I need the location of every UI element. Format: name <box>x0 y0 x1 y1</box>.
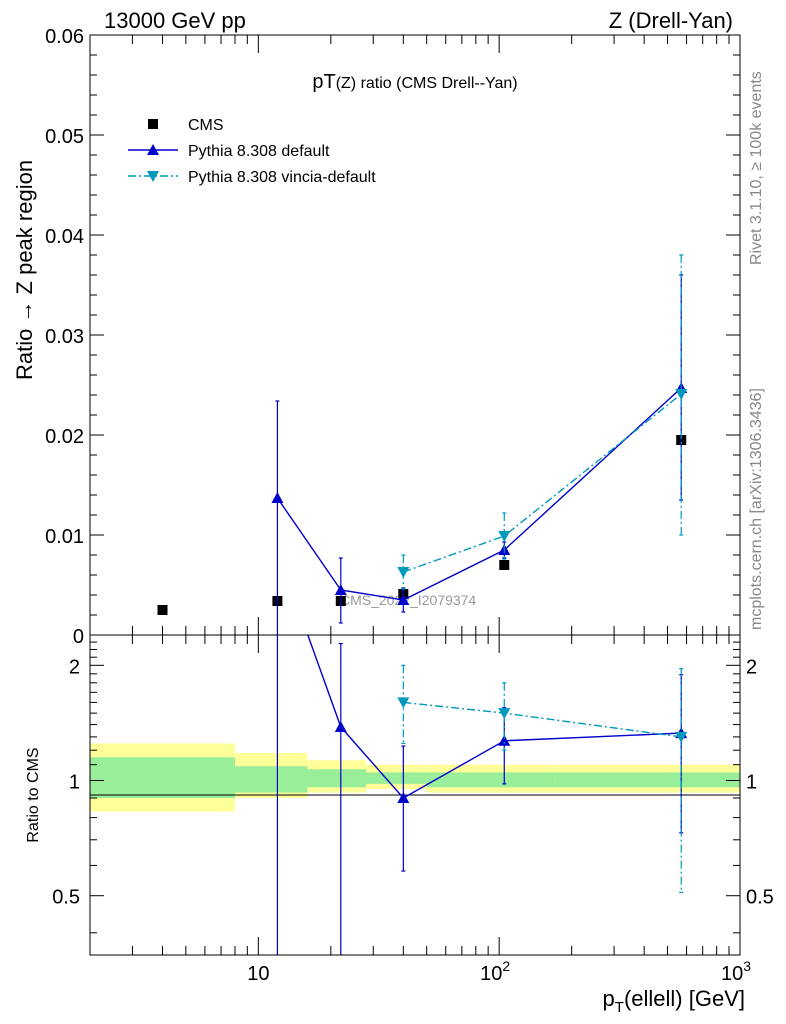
legend-label-0: CMS <box>188 117 224 134</box>
x-tick-label: 10 <box>247 963 269 985</box>
x-tick-label-base: 10 <box>247 963 269 985</box>
x-axis-label: pT(ellell) [GeV] <box>603 986 745 1016</box>
ratio-series-1-point <box>397 697 410 709</box>
header-left: 13000 GeV pp <box>104 8 246 33</box>
x-axis-label-rest: (ellell) [GeV] <box>624 986 745 1011</box>
ratio-panel: 0.5 0.51 12 2 10 102 103 Ratio to CMS pT(elle… <box>25 634 774 1016</box>
legend-marker-0 <box>148 119 158 129</box>
main-y-axis-label: Ratio → Z peak region <box>12 160 37 380</box>
x-axis-label-main: p <box>603 986 615 1011</box>
green-band <box>366 772 427 784</box>
ratio-y-tick-label: 2 <box>69 656 80 678</box>
plot-title: pT(Z) ratio (CMS Drell--Yan) <box>312 71 517 93</box>
ratio-frame <box>89 634 741 956</box>
legend-marker-1 <box>147 144 159 155</box>
plot-title-main: pT <box>312 71 335 93</box>
ratio-series-0-point <box>397 792 410 804</box>
main-series-0-point <box>499 560 510 570</box>
green-band <box>554 772 740 788</box>
x-tick-label-base: 10 <box>480 963 502 985</box>
main-y-tick-label: 0.05 <box>45 126 84 148</box>
ratio-y-tick-label-right: 1 <box>746 772 757 794</box>
main-series-1-line <box>276 387 682 601</box>
main-y-tick-label: 0.04 <box>45 226 84 248</box>
plot-title-rest: (Z) ratio (CMS Drell--Yan) <box>336 75 518 92</box>
legend-label-2: Pythia 8.308 vincia-default <box>188 169 376 186</box>
green-band <box>234 766 308 793</box>
main-series-2-point <box>397 567 410 578</box>
ratio-y-axis: 0.5 0.5 1 1 2 2 <box>52 641 774 934</box>
main-y-axis: 0 0.01 0.02 0.03 0.04 0.05 0.06 <box>45 26 740 648</box>
main-y-tick-label: 0 <box>73 626 84 648</box>
ratio-series-1-line <box>403 701 682 738</box>
x-tick-label: 102 <box>480 958 510 985</box>
main-series-2-point <box>675 389 688 400</box>
main-series-1-point <box>334 584 347 595</box>
ratio-series-1-point <box>498 708 511 720</box>
main-series-0-point <box>157 605 168 615</box>
header-right: Z (Drell-Yan) <box>609 8 733 33</box>
main-y-tick-label: 0.06 <box>45 26 84 48</box>
main-y-tick-label: 0.03 <box>45 326 84 348</box>
main-panel: CMS_2022_I2079374 00.010.020.030.040.050… <box>12 26 741 648</box>
legend-marker-2 <box>147 171 159 182</box>
x-tick-label-exponent: 3 <box>743 958 751 974</box>
ratio-plot-content <box>276 635 688 955</box>
x-tick-label-exponent: 2 <box>502 958 510 974</box>
ratio-y-axis-label: Ratio to CMS <box>25 747 42 842</box>
main-y-tick-label: 0.02 <box>45 426 84 448</box>
legend: CMS Pythia 8.308 default Pythia 8.308 vinc… <box>128 117 376 186</box>
main-plot-content <box>157 254 688 635</box>
mcplots-label: mcplots.cern.ch [arXiv:1306.3436] <box>748 388 765 630</box>
x-tick-label-base: 10 <box>721 963 743 985</box>
main-series-1-point <box>397 594 410 605</box>
ratio-y-tick-label-right: 2 <box>746 656 757 678</box>
ratio-series-1-point <box>675 731 688 743</box>
green-band <box>426 772 555 788</box>
green-band <box>307 769 367 788</box>
ratio-series-0-point <box>334 720 347 732</box>
ratio-y-tick-label-right: 0.5 <box>746 887 774 909</box>
x-tick-label: 103 <box>721 958 751 985</box>
ratio-y-tick-label: 1 <box>69 772 80 794</box>
legend-label-1: Pythia 8.308 default <box>188 143 330 160</box>
main-series-2-line <box>403 393 682 573</box>
ratio-series-0-point <box>498 734 511 746</box>
ratio-y-tick-label: 0.5 <box>52 887 80 909</box>
ratio-x-axis: 10 102 103 <box>89 635 751 985</box>
main-series-1-point <box>271 492 284 503</box>
main-y-tick-label: 0.01 <box>45 526 84 548</box>
main-x-ticks <box>89 35 730 635</box>
rivet-label: Rivet 3.1.10, ≥ 100k events <box>748 71 765 265</box>
ratio-bands <box>90 743 740 812</box>
green-band <box>90 757 235 799</box>
main-series-2-point <box>498 531 511 542</box>
x-axis-label-sub: T <box>615 999 624 1016</box>
